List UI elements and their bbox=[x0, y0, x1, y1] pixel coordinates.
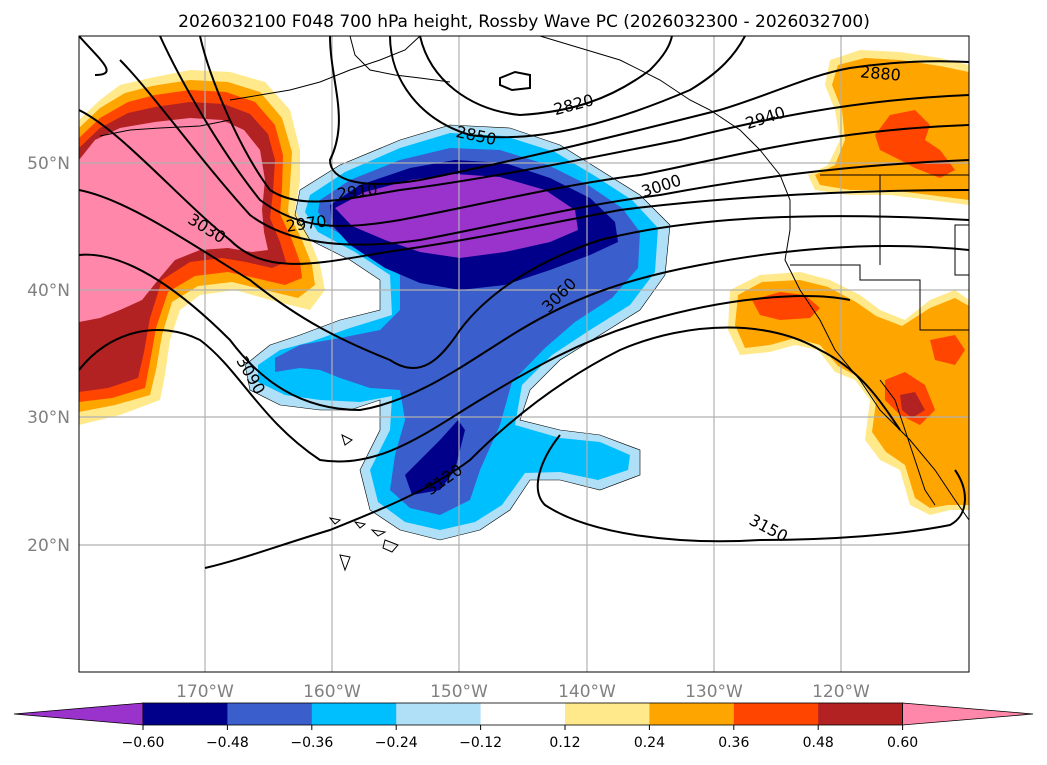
colorbar-swatch bbox=[143, 703, 228, 725]
colorbar-tick-label: −0.36 bbox=[290, 735, 333, 751]
colorbar-tick-label: −0.24 bbox=[375, 735, 418, 751]
lat-label: 50°N bbox=[27, 154, 70, 174]
colorbar: −0.60 −0.48 −0.36 −0.24 −0.12 0.12 0.24 0.36 0.4… bbox=[13, 702, 1034, 751]
lon-label: 160°W bbox=[303, 682, 361, 702]
colorbar-tick-label: −0.48 bbox=[206, 735, 249, 751]
colorbar-swatch bbox=[396, 703, 482, 725]
contour-label: 2880 bbox=[859, 62, 901, 84]
lon-label: 120°W bbox=[812, 682, 870, 702]
colorbar-extend-max bbox=[902, 702, 1034, 726]
map-frame bbox=[78, 35, 970, 673]
lon-label: 170°W bbox=[176, 682, 234, 702]
colorbar-swatch bbox=[311, 703, 397, 725]
colorbar-swatch bbox=[565, 703, 650, 725]
colorbar-tick-label: −0.60 bbox=[122, 735, 165, 751]
colorbar-extend-min bbox=[13, 702, 144, 726]
colorbar-swatch bbox=[227, 703, 313, 725]
lat-label: 40°N bbox=[27, 281, 70, 301]
lat-label: 30°N bbox=[27, 408, 70, 428]
height-contours bbox=[79, 36, 969, 569]
colorbar-tick-label: 0.60 bbox=[887, 735, 918, 751]
map-panel: 2820 2850 2880 2910 2940 2970 3000 3030 … bbox=[79, 36, 969, 672]
colorbar-swatch bbox=[649, 703, 735, 725]
colorbar-tick-label: 0.36 bbox=[718, 735, 749, 751]
lon-label: 140°W bbox=[558, 682, 616, 702]
longitude-labels: 170°W 160°W 150°W 140°W 130°W 120°W bbox=[176, 682, 870, 702]
colorbar-tick-label: 0.12 bbox=[549, 735, 580, 751]
lon-label: 130°W bbox=[685, 682, 743, 702]
latitude-labels: 50°N 40°N 30°N 20°N bbox=[27, 154, 70, 556]
lon-label: 150°W bbox=[430, 682, 488, 702]
colorbar-swatch bbox=[818, 703, 904, 725]
colorbar-swatch bbox=[480, 703, 566, 725]
colorbar-tick-label: 0.24 bbox=[634, 735, 665, 751]
lat-label: 20°N bbox=[27, 536, 70, 556]
figure-title: 2026032100 F048 700 hPa height, Rossby W… bbox=[178, 12, 870, 32]
colorbar-tick-label: −0.12 bbox=[459, 735, 502, 751]
colorbar-tick-label: 0.48 bbox=[803, 735, 834, 751]
colorbar-swatch bbox=[733, 703, 819, 725]
